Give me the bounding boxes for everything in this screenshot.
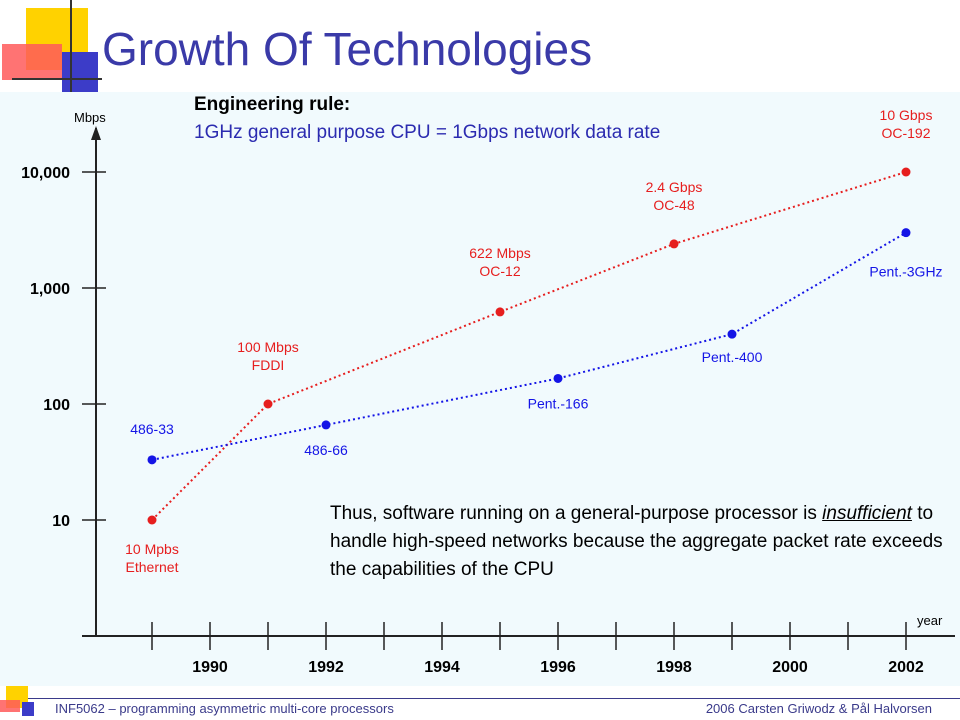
deco-blue-square [62,52,98,92]
footer-deco-blue [22,702,34,716]
data-point-cpu [553,373,563,383]
y-tick-label: 10,000 [21,165,70,182]
note-emphasis: insufficient [822,503,912,524]
data-label-network: OC-12 [479,263,520,279]
y-axis-label: Mbps [74,110,106,125]
data-label-cpu: Pent.-166 [528,395,589,411]
data-point-network [495,307,505,317]
data-point-network [669,239,679,249]
data-point-network [263,399,273,409]
conclusion-note: Thus, software running on a general-purp… [330,500,955,584]
engineering-rule-text: 1GHz general purpose CPU = 1Gbps network… [194,122,661,143]
x-axis-label: year [917,613,943,628]
data-label-cpu: Pent.-3GHz [869,264,942,280]
data-point-network [147,515,157,525]
data-point-cpu [321,420,331,430]
deco-red-square [2,44,62,80]
data-label-cpu: Pent.-400 [702,349,763,365]
y-axis-arrow [91,126,101,140]
data-label-network: 2.4 Gbps [646,179,703,195]
x-tick-label: 2002 [888,659,924,676]
y-tick-label: 100 [43,397,70,414]
data-label-cpu: 486-33 [130,421,174,437]
series-line-network [151,171,907,521]
data-label-cpu: 486-66 [304,442,348,458]
data-point-cpu [147,455,157,465]
footer: INF5062 – programming asymmetric multi-c… [0,698,960,720]
data-label-network: 622 Mbps [469,245,530,261]
note-text-start: Thus, software running on a general-purp… [330,503,823,524]
footer-rule [28,698,960,699]
slide-title: Growth Of Technologies [102,23,593,75]
deco-vertical-line [70,0,72,92]
data-label-network: OC-192 [881,125,930,141]
deco-horizontal-line [12,78,102,80]
x-tick-label: 1990 [192,659,228,676]
data-label-network: 10 Mpbs [125,541,179,557]
x-tick-label: 1992 [308,659,344,676]
note-text-end: to handle high-speed networks because th… [330,503,943,580]
footer-deco-red [0,700,20,712]
x-tick-label: 1996 [540,659,576,676]
x-tick-label: 2000 [772,659,808,676]
data-point-cpu [901,228,911,238]
x-tick-label: 1994 [424,659,460,676]
footer-course: INF5062 – programming asymmetric multi-c… [55,701,394,716]
data-point-network [901,167,911,177]
series-line-cpu [151,231,907,461]
data-label-network: OC-48 [653,197,694,213]
data-label-network: Ethernet [126,559,179,575]
chart-panel [0,92,960,686]
y-tick-label: 10 [52,513,70,530]
data-label-network: 100 Mbps [237,339,298,355]
footer-authors: 2006 Carsten Griwodz & Pål Halvorsen [705,701,932,716]
y-tick-label: 1,000 [30,281,70,298]
data-label-network: 10 Gbps [880,107,933,123]
x-tick-label: 1998 [656,659,692,676]
data-point-cpu [727,329,737,339]
engineering-rule-heading: Engineering rule: [194,94,351,115]
data-label-network: FDDI [252,357,285,373]
